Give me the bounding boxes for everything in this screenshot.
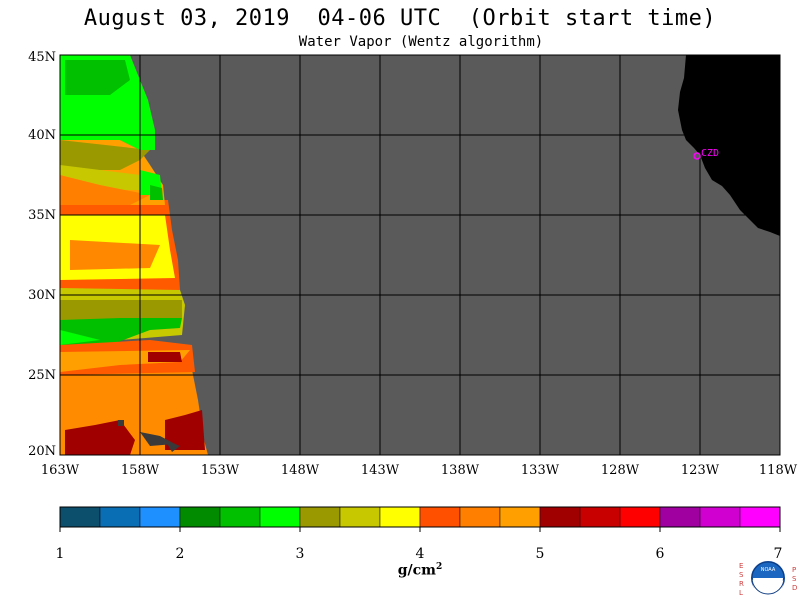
lat-label: 35N bbox=[28, 208, 56, 223]
lon-label: 123W bbox=[681, 463, 720, 478]
colorbar-swatch bbox=[499, 506, 541, 528]
colorbar-unit: g/cm2 bbox=[380, 562, 460, 579]
colorbar-tick-label: 6 bbox=[656, 546, 665, 562]
lon-label: 163W bbox=[41, 463, 80, 478]
lon-label: 133W bbox=[521, 463, 560, 478]
colorbar-swatch bbox=[339, 506, 381, 528]
colorbar-swatch bbox=[659, 506, 701, 528]
colorbar-tick-label: 7 bbox=[774, 546, 783, 562]
colorbar-swatch bbox=[419, 506, 461, 528]
colorbar-tick-label: 4 bbox=[416, 546, 425, 562]
colorbar-tick-label: 3 bbox=[296, 546, 305, 562]
colorbar bbox=[59, 506, 781, 532]
lon-label: 158W bbox=[121, 463, 160, 478]
unit-exponent: 2 bbox=[435, 562, 443, 572]
colorbar-swatch bbox=[619, 506, 661, 528]
station-label: CZD bbox=[701, 148, 719, 159]
lat-label: 25N bbox=[28, 368, 56, 383]
lat-label: 30N bbox=[28, 288, 56, 303]
map-subtitle: Water Vapor (Wentz algorithm) bbox=[298, 34, 544, 50]
colorbar-tick-label: 5 bbox=[536, 546, 545, 562]
swath-data bbox=[60, 55, 208, 455]
colorbar-tick-label: 1 bbox=[56, 546, 65, 562]
lon-labels: 163W 158W 153W 148W 143W 138W 133W 128W … bbox=[41, 463, 798, 478]
lon-label: 118W bbox=[759, 463, 798, 478]
colorbar-swatch bbox=[539, 506, 581, 528]
colorbar-swatch bbox=[99, 506, 141, 528]
colorbar-swatch bbox=[139, 506, 181, 528]
colorbar-swatch bbox=[459, 506, 501, 528]
lat-label: 45N bbox=[28, 50, 56, 65]
lon-label: 138W bbox=[441, 463, 480, 478]
map-title: August 03, 2019 04-06 UTC (Orbit start t… bbox=[83, 6, 717, 31]
lon-label: 153W bbox=[201, 463, 240, 478]
colorbar-swatch bbox=[579, 506, 621, 528]
colorbar-swatch bbox=[379, 506, 421, 528]
lat-labels: 45N 40N 35N 30N 25N 20N bbox=[28, 50, 56, 459]
colorbar-swatch bbox=[299, 506, 341, 528]
colorbar-swatch bbox=[179, 506, 221, 528]
colorbar-swatch bbox=[259, 506, 301, 528]
lat-label: 40N bbox=[28, 128, 56, 143]
land-west-coast bbox=[678, 55, 780, 236]
colorbar-ticks: 1 2 3 4 5 6 7 bbox=[56, 546, 783, 562]
lat-label: 20N bbox=[28, 444, 56, 459]
colorbar-swatch bbox=[699, 506, 741, 528]
lon-label: 148W bbox=[281, 463, 320, 478]
lon-label: 128W bbox=[601, 463, 640, 478]
lon-label: 143W bbox=[361, 463, 400, 478]
logo-center-text: NOAA bbox=[761, 567, 776, 573]
colorbar-swatch bbox=[59, 506, 101, 528]
colorbar-tick-label: 2 bbox=[176, 546, 185, 562]
colorbar-swatch bbox=[219, 506, 261, 528]
grid-lines bbox=[59, 54, 781, 456]
colorbar-swatch bbox=[739, 506, 781, 528]
station-marker: CZD bbox=[693, 148, 719, 160]
unit-base: g/cm bbox=[397, 562, 436, 579]
